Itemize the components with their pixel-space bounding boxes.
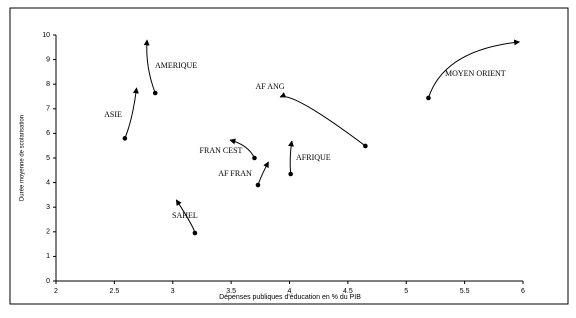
y-axis-label: Durée moyenne de scolarisation: [20, 115, 26, 201]
y-tick-label: 6: [46, 130, 50, 137]
x-tick-label: 6: [521, 288, 525, 295]
series-label: AF ANG: [255, 82, 284, 91]
x-tick-label: 3: [171, 288, 175, 295]
frame: [9, 7, 569, 305]
series-label: AFRIQUE: [296, 153, 331, 162]
x-tick-label: 5: [404, 288, 408, 295]
series-label: ASIE: [104, 110, 122, 119]
x-axis-label: Dépenses publiques d'éducation en % du P…: [219, 294, 361, 301]
start-point: [288, 171, 293, 177]
series-label: AMERIQUE: [155, 61, 197, 70]
series-label: FRAN CEST: [200, 146, 243, 155]
x-tick-label: 4.5: [343, 288, 353, 295]
series-label: AF FRAN: [218, 169, 252, 178]
y-tick-label: 2: [46, 229, 50, 236]
start-point: [426, 95, 431, 101]
y-tick-label: 8: [46, 81, 50, 88]
trajectory: [124, 87, 139, 139]
x-tick-label: 2.5: [110, 288, 120, 295]
series-label: MOYEN ORIENT: [445, 69, 506, 78]
y-tick-label: 1: [46, 253, 50, 260]
y-tick-label: 7: [46, 106, 50, 113]
x-tick-label: 3.5: [226, 288, 236, 295]
start-point: [192, 230, 198, 236]
start-point: [255, 182, 261, 188]
series-label: SAHEL: [172, 211, 198, 220]
x-tick-label: 4: [288, 288, 292, 295]
start-point: [363, 143, 368, 149]
y-tick-label: 10: [42, 32, 50, 39]
start-point: [122, 136, 128, 141]
y-tick-label: 0: [46, 278, 50, 285]
trajectory: [229, 138, 255, 159]
y-tick-label: 9: [46, 56, 50, 63]
x-tick-label: 5.5: [460, 288, 470, 295]
start-point: [252, 155, 257, 161]
trajectory: [427, 39, 521, 99]
x-tick-label: 2: [54, 288, 58, 295]
trajectory: [143, 39, 156, 94]
start-point: [152, 90, 158, 96]
trajectory: [288, 140, 294, 175]
y-tick-label: 5: [46, 155, 50, 162]
y-tick-label: 3: [46, 204, 50, 211]
y-tick-label: 4: [46, 179, 50, 186]
trajectory: [279, 92, 366, 147]
trajectory: [257, 161, 269, 186]
